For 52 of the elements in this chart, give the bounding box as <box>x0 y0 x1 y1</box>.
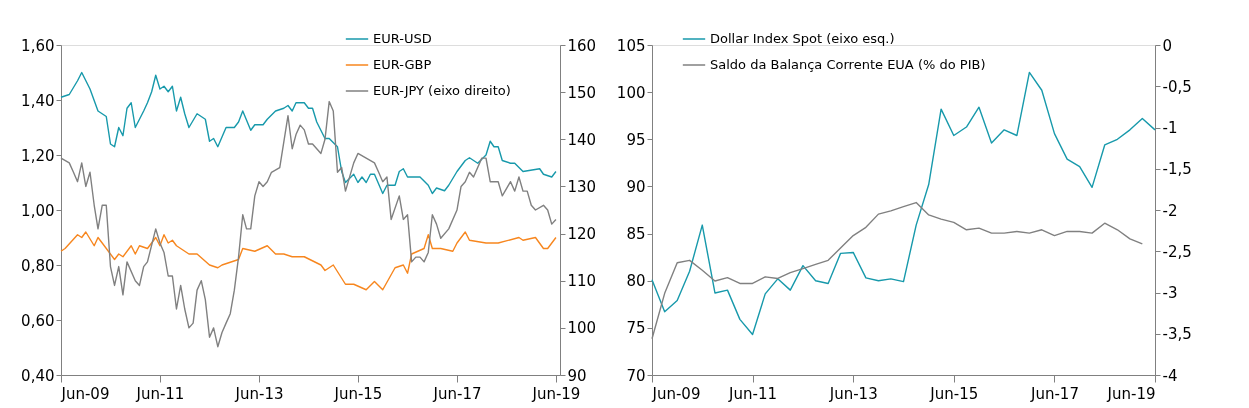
y-tick-label: 90 <box>626 177 646 196</box>
y2-tick-label: -3,5 <box>1162 325 1192 344</box>
line-series <box>651 71 1156 336</box>
y2-tick-label: -3 <box>1162 284 1178 302</box>
y2-tick-label: 160 <box>567 36 597 55</box>
x-tick-label: Jun-17 <box>432 384 482 403</box>
y2-tick-label: -0,5 <box>1162 77 1192 96</box>
y-tick-label: 1,60 <box>21 36 55 55</box>
y2-tick-label: 0 <box>1162 36 1173 55</box>
line-series <box>60 71 557 195</box>
x-tick-label: Jun-09 <box>651 384 701 403</box>
x-tick-label: Jun-11 <box>728 384 778 403</box>
y-tick-label: 100 <box>616 83 646 102</box>
legend-label: Saldo da Balança Corrente EUA (% do PIB) <box>710 57 986 72</box>
y-tick-label: 0,60 <box>21 311 55 330</box>
y2-tick-label: -2 <box>1162 201 1178 220</box>
y2-tick-label: 130 <box>567 177 597 196</box>
y2-tick-label: -4 <box>1162 366 1178 385</box>
y-tick-label: 105 <box>616 36 646 55</box>
x-tick-label: Jun-13 <box>234 384 284 403</box>
x-tick-label: Jun-17 <box>1029 384 1079 403</box>
y2-tick-label: -1 <box>1162 119 1178 137</box>
y-tick-label: 85 <box>626 225 646 244</box>
x-tick-label: Jun-19 <box>1106 384 1156 403</box>
legend-label: Dollar Index Spot (eixo esq.) <box>710 31 895 46</box>
y2-tick-label: 120 <box>567 225 597 244</box>
y2-tick-label: 110 <box>567 272 597 291</box>
y2-tick-label: 90 <box>567 366 587 385</box>
x-tick-label: Jun-11 <box>135 384 185 403</box>
y-tick-label: 70 <box>626 366 646 385</box>
legend-label: EUR-USD <box>373 31 432 46</box>
legend-label: EUR-GBP <box>373 57 432 72</box>
y2-tick-label: 140 <box>567 130 597 149</box>
y-tick-label: 1,20 <box>21 146 55 165</box>
x-tick-label: Jun-13 <box>828 384 878 403</box>
x-tick-label: Jun-15 <box>333 384 383 403</box>
y-tick-label: 95 <box>626 130 646 149</box>
y-tick-label: 1,00 <box>21 201 55 220</box>
legend-label: EUR-JPY (eixo direito) <box>373 83 511 98</box>
x-tick-label: Jun-19 <box>531 384 581 403</box>
y-tick-label: 0,40 <box>21 366 55 385</box>
y2-tick-label: 150 <box>567 83 597 102</box>
y2-tick-label: 100 <box>567 319 597 338</box>
y2-tick-label: -1,5 <box>1162 160 1192 179</box>
y2-tick-label: -2,5 <box>1162 242 1192 261</box>
y-tick-label: 1,40 <box>21 91 55 110</box>
y-tick-label: 75 <box>626 319 646 338</box>
x-tick-label: Jun-09 <box>60 384 110 403</box>
line-series <box>60 231 557 291</box>
y-tick-label: 80 <box>626 272 646 291</box>
y-tick-label: 0,80 <box>21 256 55 275</box>
x-tick-label: Jun-15 <box>929 384 979 403</box>
